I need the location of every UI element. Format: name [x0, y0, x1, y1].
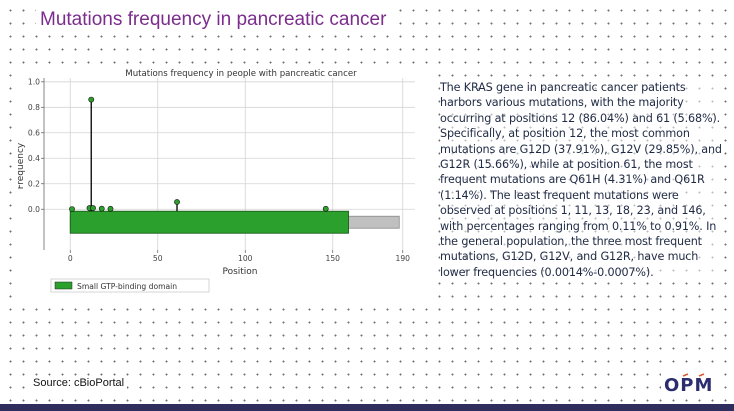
y-tick-label: 0.0: [28, 205, 40, 214]
gtp-binding-domain: [69, 210, 349, 234]
source-label: Source: cBioPortal: [30, 377, 128, 389]
x-tick-label: 50: [153, 254, 163, 263]
x-tick-label: 100: [238, 254, 253, 263]
logo-accent-mark-2: [698, 373, 705, 377]
slide-title: Mutations frequency in pancreatic cancer: [36, 9, 391, 31]
lollipop-head: [107, 205, 114, 212]
chart-svg: Mutations frequency in people with pancr…: [18, 69, 415, 293]
lollipop-head: [98, 205, 105, 212]
y-tick-label: 0.4: [28, 154, 40, 163]
x-tick-label: 150: [326, 254, 341, 263]
lollipop-head: [322, 205, 329, 212]
legend-label: Small GTP-binding domain: [77, 282, 177, 291]
y-tick-label: 1.0: [28, 77, 40, 86]
chart-title: Mutations frequency in people with pancr…: [125, 69, 357, 79]
y-tick-label: 0.8: [28, 103, 40, 112]
chart-legend: Small GTP-binding domain: [50, 278, 210, 293]
x-axis-label: Position: [222, 267, 257, 277]
x-tick-label: 0: [68, 254, 73, 263]
lollipop-head: [90, 205, 96, 211]
lollipop-head: [88, 96, 95, 103]
opm-logo: OPM: [661, 371, 719, 396]
y-tick-label: 0.6: [28, 128, 40, 137]
y-tick-label: 0.2: [28, 179, 40, 188]
logo-text: OPM: [664, 375, 713, 395]
x-tick-label: 190: [396, 254, 411, 263]
lollipop-head: [69, 206, 75, 212]
legend-swatch: [54, 281, 73, 290]
lollipop-chart: Mutations frequency in people with pancr…: [18, 64, 430, 300]
lollipop-head: [174, 199, 180, 205]
bottom-bar: [0, 404, 734, 411]
y-axis-label: Frequency: [18, 142, 26, 189]
summary-text: The KRAS gene in pancreatic cancer patie…: [440, 80, 722, 281]
logo-accent-mark: [682, 373, 689, 377]
logo-graphic: OPM: [664, 373, 713, 396]
